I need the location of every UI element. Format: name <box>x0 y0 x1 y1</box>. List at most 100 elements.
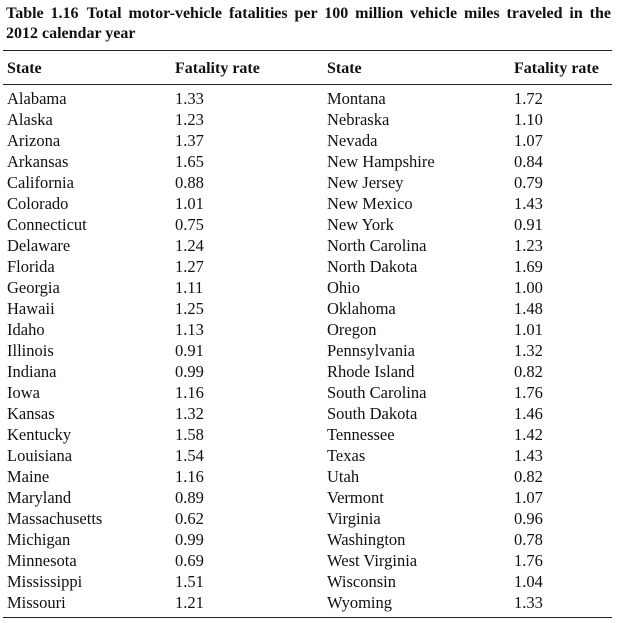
fatality-rate-cell: 1.27 <box>175 257 204 276</box>
state-cell: Nebraska <box>327 110 390 129</box>
fatality-rate-cell: 1.23 <box>175 110 204 129</box>
top-rule <box>3 50 612 51</box>
fatality-rate-cell: 1.54 <box>175 446 204 465</box>
fatality-rate-cell: 1.10 <box>514 110 543 129</box>
state-cell: Connecticut <box>7 215 87 234</box>
fatality-rate-cell: 0.84 <box>514 152 543 171</box>
fatality-rate-cell: 1.23 <box>514 236 543 255</box>
state-cell: Pennsylvania <box>327 341 415 360</box>
table-label: Table 1.16 <box>6 5 79 22</box>
state-cell: Illinois <box>7 341 54 360</box>
state-cell: Arizona <box>7 131 61 150</box>
fatality-rate-cell: 1.65 <box>175 152 204 171</box>
fatality-rate-cell: 1.01 <box>175 194 204 213</box>
fatality-rate-cell: 1.58 <box>175 425 204 444</box>
state-cell: North Carolina <box>327 236 427 255</box>
state-cell: New Jersey <box>327 173 404 192</box>
state-cell: California <box>7 173 74 192</box>
table-title: Total motor-vehicle fatalities per 100 m… <box>6 5 611 42</box>
right-rate-column: 1.72 1.10 1.07 0.84 0.79 1.43 0.91 1.23 1.69 1.00… <box>514 88 543 613</box>
state-cell: Virginia <box>327 509 381 528</box>
state-cell: Maine <box>7 467 50 486</box>
fatality-rate-cell: 0.99 <box>175 530 204 549</box>
table-caption: Table 1.16 Total motor-vehicle fatalities… <box>6 4 611 44</box>
fatality-rate-cell: 1.32 <box>514 341 543 360</box>
fatality-rate-cell: 1.32 <box>175 404 204 423</box>
state-cell: Texas <box>327 446 366 465</box>
fatality-rate-cell: 1.11 <box>175 278 204 297</box>
state-cell: Rhode Island <box>327 362 415 381</box>
state-cell: Alaska <box>7 110 53 129</box>
fatality-rate-cell: 1.76 <box>514 383 543 402</box>
state-cell: Oklahoma <box>327 299 396 318</box>
fatality-rate-cell: 0.89 <box>175 488 204 507</box>
state-cell: Massachusetts <box>7 509 103 528</box>
state-cell: Michigan <box>7 530 71 549</box>
state-cell: New Hampshire <box>327 152 435 171</box>
column-header-state-left: State <box>7 60 42 77</box>
fatality-rate-cell: 0.99 <box>175 362 204 381</box>
left-rate-column: 1.33 1.23 1.37 1.65 0.88 1.01 0.75 1.24 1.27 1.11… <box>175 88 204 613</box>
state-cell: Mississippi <box>7 572 83 591</box>
header-rule <box>3 84 612 85</box>
state-cell: New Mexico <box>327 194 413 213</box>
fatality-rate-cell: 0.75 <box>175 215 204 234</box>
state-cell: Wisconsin <box>327 572 396 591</box>
fatality-rate-cell: 0.69 <box>175 551 204 570</box>
right-state-column: Montana Nebraska Nevada New Hampshire New Je… <box>327 88 435 613</box>
state-cell: Iowa <box>7 383 40 402</box>
fatality-rate-cell: 1.72 <box>514 89 543 108</box>
state-cell: Minnesota <box>7 551 77 570</box>
fatality-rate-cell: 1.33 <box>514 593 543 612</box>
state-cell: Oregon <box>327 320 377 339</box>
fatality-rate-cell: 0.82 <box>514 362 543 381</box>
state-cell: Kentucky <box>7 425 72 444</box>
column-header-rate-right: Fatality rate <box>514 60 599 77</box>
state-cell: South Carolina <box>327 383 427 402</box>
state-cell: Hawaii <box>7 299 55 318</box>
state-cell: South Dakota <box>327 404 418 423</box>
fatality-rate-cell: 1.33 <box>175 89 204 108</box>
fatality-rate-cell: 0.91 <box>514 215 543 234</box>
fatality-rate-cell: 1.43 <box>514 446 543 465</box>
fatality-rate-cell: 1.48 <box>514 299 543 318</box>
column-header-state-right: State <box>327 60 362 77</box>
state-cell: Kansas <box>7 404 55 423</box>
fatality-rate-cell: 1.21 <box>175 593 204 612</box>
fatality-rate-cell: 1.13 <box>175 320 204 339</box>
bottom-rule <box>3 617 612 618</box>
left-state-column: Alabama Alaska Arizona Arkansas California Co… <box>7 88 102 613</box>
state-cell: Wyoming <box>327 593 393 612</box>
fatality-rate-cell: 0.91 <box>175 341 204 360</box>
state-cell: Florida <box>7 257 55 276</box>
fatality-rate-cell: 1.46 <box>514 404 543 423</box>
fatality-rate-cell: 1.25 <box>175 299 204 318</box>
fatality-rate-cell: 0.88 <box>175 173 204 192</box>
state-cell: Ohio <box>327 278 360 297</box>
fatality-rate-cell: 1.07 <box>514 488 543 507</box>
fatality-rate-cell: 1.24 <box>175 236 204 255</box>
fatality-rate-cell: 1.69 <box>514 257 543 276</box>
state-cell: West Virginia <box>327 551 418 570</box>
fatality-rate-cell: 0.62 <box>175 509 204 528</box>
fatality-rate-cell: 1.00 <box>514 278 543 297</box>
column-header-rate-left: Fatality rate <box>175 60 260 77</box>
state-cell: Delaware <box>7 236 71 255</box>
fatality-rate-cell: 0.78 <box>514 530 543 549</box>
fatality-rate-cell: 1.43 <box>514 194 543 213</box>
fatality-rate-cell: 1.16 <box>175 383 204 402</box>
state-cell: Indiana <box>7 362 57 381</box>
state-cell: Georgia <box>7 278 60 297</box>
state-cell: New York <box>327 215 394 234</box>
fatality-rate-cell: 1.04 <box>514 572 543 591</box>
state-cell: North Dakota <box>327 257 418 276</box>
state-cell: Utah <box>327 467 360 486</box>
fatality-rate-cell: 0.79 <box>514 173 543 192</box>
fatality-rate-cell: 1.37 <box>175 131 204 150</box>
state-cell: Alabama <box>7 89 67 108</box>
fatality-rate-cell: 1.51 <box>175 572 204 591</box>
state-cell: Vermont <box>327 488 384 507</box>
state-cell: Idaho <box>7 320 45 339</box>
state-cell: Montana <box>327 89 386 108</box>
state-cell: Tennessee <box>327 425 395 444</box>
